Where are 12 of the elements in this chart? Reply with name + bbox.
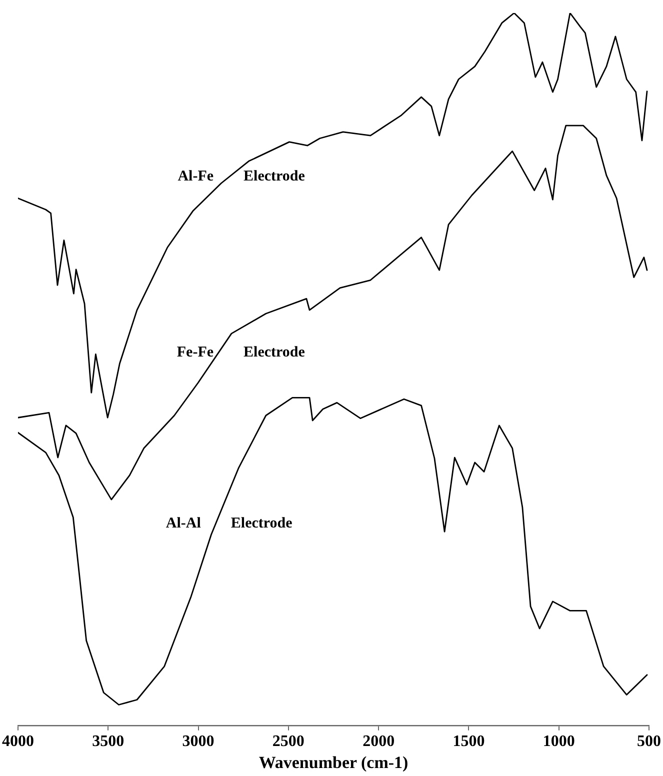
x-axis-title: Wavenumber (cm-1) [258, 753, 408, 772]
x-tick-label: 1000 [542, 733, 575, 750]
x-tick-label: 500 [637, 733, 661, 750]
x-tick-label: 3500 [92, 733, 124, 750]
x-tick-label: 4000 [2, 733, 34, 750]
text: Al-Fe Electrode [178, 168, 305, 184]
x-tick-label: 2000 [362, 733, 395, 750]
x-tick-label: 3000 [182, 733, 214, 750]
text: Al-Al Electrode [166, 515, 292, 532]
x-tick-label: 1500 [452, 733, 485, 750]
text: Fe-Fe Electrode [176, 344, 305, 360]
x-tick-label: 2500 [272, 733, 304, 750]
